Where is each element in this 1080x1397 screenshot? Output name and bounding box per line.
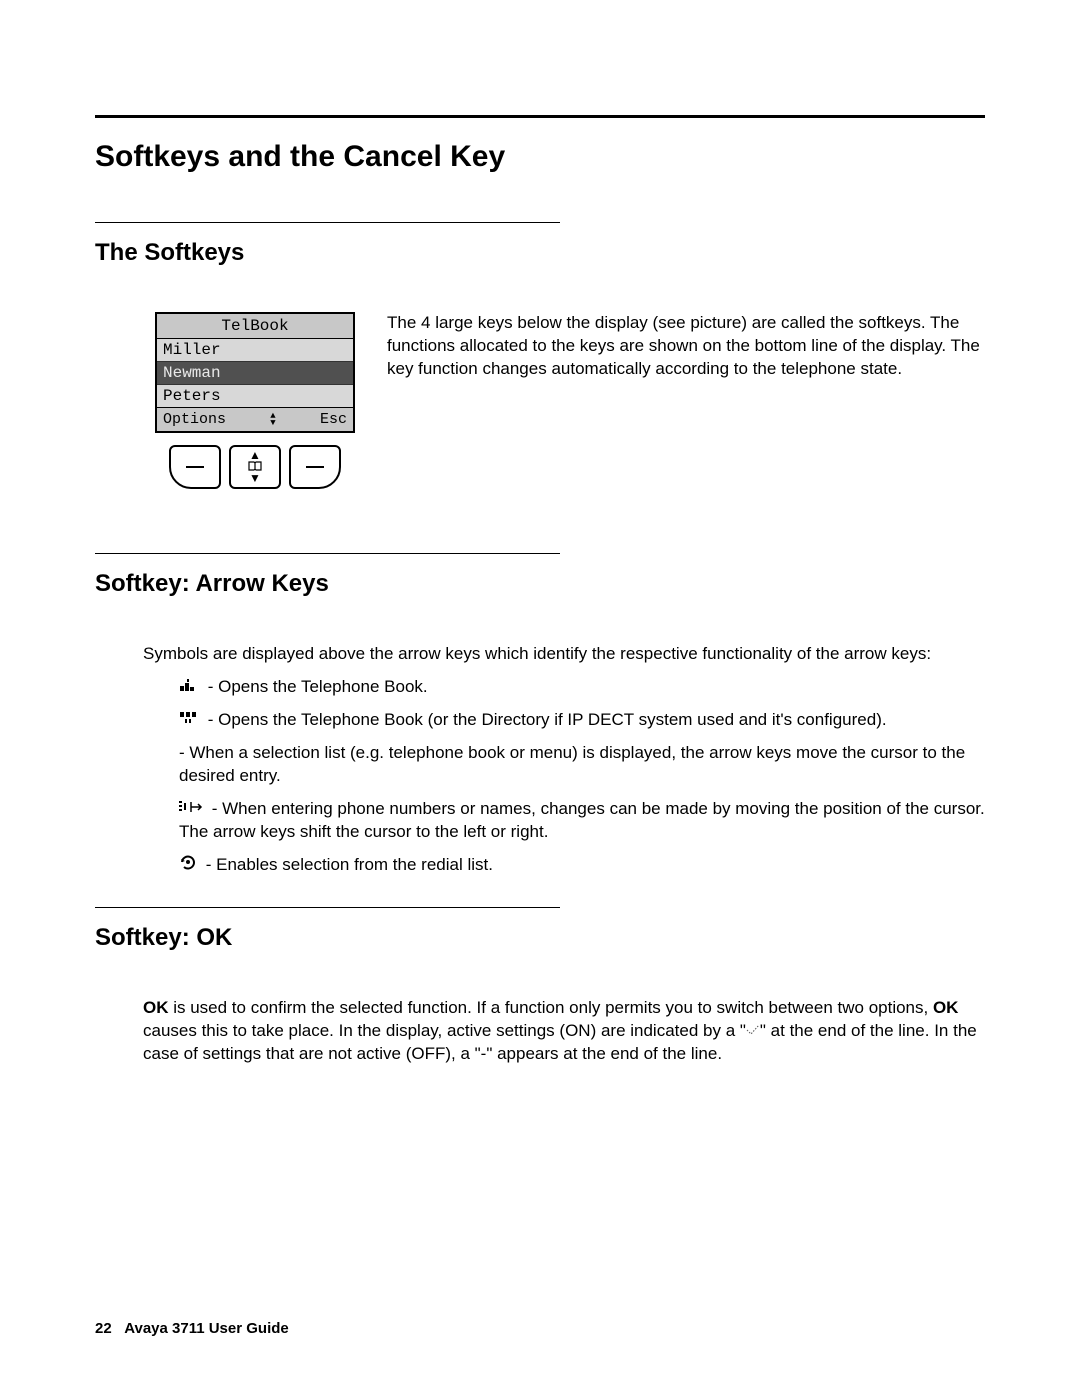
ok-text-2: causes this to take place. In the displa… xyxy=(143,1021,746,1040)
ok-bold-2: OK xyxy=(933,998,959,1017)
directory-icon xyxy=(179,709,199,732)
redial-icon xyxy=(179,854,197,877)
footer-title: Avaya 3711 User Guide xyxy=(124,1320,289,1337)
arrow-item-3: - When a selection list (e.g. telephone … xyxy=(179,742,985,788)
lcd-title: TelBook xyxy=(157,314,353,339)
arrow-intro: Symbols are displayed above the arrow ke… xyxy=(143,643,985,666)
section-rule-2 xyxy=(95,553,560,554)
arrow-item-5-text: - Enables selection from the redial list… xyxy=(201,855,493,874)
cursor-move-icon xyxy=(179,798,203,821)
page-footer: 22 Avaya 3711 User Guide xyxy=(95,1320,289,1337)
heading-softkeys: The Softkeys xyxy=(95,239,985,267)
lcd-soft-right: Esc xyxy=(320,411,347,428)
lcd-screen: TelBook Miller Newman Peters Options ▲▼ … xyxy=(155,312,355,433)
hw-key-nav: ▲ ▼ xyxy=(229,445,281,489)
hw-key-right xyxy=(289,445,341,489)
lcd-softkey-row: Options ▲▼ Esc xyxy=(157,407,353,431)
hw-key-left xyxy=(169,445,221,489)
section-rule-1 xyxy=(95,222,560,223)
page-title: Softkeys and the Cancel Key xyxy=(95,140,985,174)
arrow-item-3-text: - When a selection list (e.g. telephone … xyxy=(179,743,965,785)
arrow-item-4-text: - When entering phone numbers or names, … xyxy=(179,799,985,841)
arrow-item-5: - Enables selection from the redial list… xyxy=(179,854,985,877)
lcd-soft-mid-icon: ▲▼ xyxy=(270,413,275,427)
arrow-item-1-text: - Opens the Telephone Book. xyxy=(203,677,428,696)
top-rule xyxy=(95,115,985,118)
ok-text-1: is used to confirm the selected function… xyxy=(169,998,933,1017)
lcd-soft-left: Options xyxy=(163,411,226,428)
arrow-item-2: - Opens the Telephone Book (or the Direc… xyxy=(179,709,985,732)
lcd-row-0: Miller xyxy=(157,339,353,362)
phone-display: TelBook Miller Newman Peters Options ▲▼ … xyxy=(155,312,355,489)
softkeys-section: TelBook Miller Newman Peters Options ▲▼ … xyxy=(155,312,985,489)
lcd-row-2: Peters xyxy=(157,385,353,407)
arrow-keys-section: Symbols are displayed above the arrow ke… xyxy=(143,643,985,877)
page-number: 22 xyxy=(95,1320,112,1337)
document-page: Softkeys and the Cancel Key The Softkeys… xyxy=(0,0,1080,1066)
section-rule-3 xyxy=(95,907,560,908)
ok-bold-1: OK xyxy=(143,998,169,1017)
arrow-item-4: - When entering phone numbers or names, … xyxy=(179,798,985,844)
arrow-down-icon: ▼ xyxy=(249,473,261,484)
arrow-up-icon: ▲ xyxy=(249,450,261,461)
heading-ok: Softkey: OK xyxy=(95,924,985,952)
ok-paragraph: OK is used to confirm the selected funct… xyxy=(143,997,985,1066)
checkmark-icon xyxy=(746,1020,760,1043)
arrow-item-1: - Opens the Telephone Book. xyxy=(179,676,985,699)
telbook-bars-icon xyxy=(179,676,199,699)
lcd-row-1: Newman xyxy=(157,362,353,385)
arrow-item-2-text: - Opens the Telephone Book (or the Direc… xyxy=(203,710,887,729)
hardware-keys: ▲ ▼ xyxy=(155,445,355,489)
heading-arrow-keys: Softkey: Arrow Keys xyxy=(95,570,985,598)
softkeys-paragraph: The 4 large keys below the display (see … xyxy=(387,312,985,489)
